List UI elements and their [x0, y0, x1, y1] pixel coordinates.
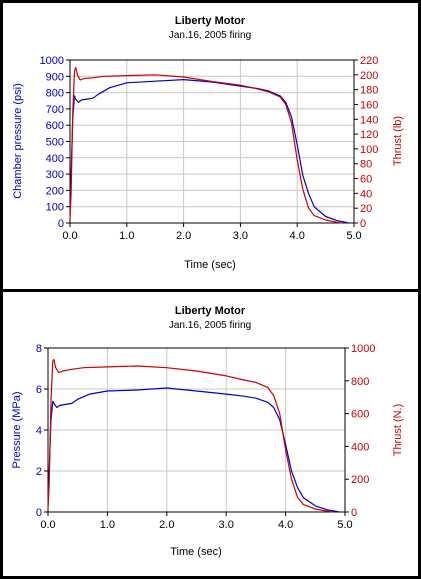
y-right-tick-label: 120	[360, 129, 378, 141]
chart-subtitle: Jan.16, 2005 firing	[169, 320, 251, 331]
y-left-tick-label: 500	[46, 137, 64, 149]
y-axis-right-label: Thrust (N.)	[392, 404, 404, 457]
x-axis-label: Time (sec)	[184, 259, 236, 271]
y-right-tick-label: 100	[360, 144, 378, 156]
x-tick-label: 4.0	[290, 230, 305, 242]
pressure-series-line	[47, 387, 340, 513]
y-right-tick-label: 180	[360, 85, 378, 97]
y-right-tick-label: 140	[360, 114, 378, 126]
y-right-tick-label: 40	[360, 188, 372, 200]
chart-top: Liberty Motor Jan.16, 2005 firing 0.0 1.0…	[12, 15, 404, 271]
y-right-tick-label: 80	[360, 159, 372, 171]
y-right-tick-label: 0	[351, 507, 357, 519]
y-left-tick-label: 100	[46, 202, 64, 214]
y-right-tick-label: 200	[351, 474, 369, 486]
chart-bottom: Liberty Motor Jan.16, 2005 firing 0.0 1.0…	[11, 305, 404, 558]
y-axis-left-label: Chamber pressure (psi)	[12, 83, 24, 199]
y-left-tick-label: 2	[36, 466, 42, 478]
y-left-tick-label: 4	[36, 425, 42, 437]
x-tick-label: 2.0	[176, 230, 191, 242]
y-right-tick-label: 220	[360, 55, 378, 67]
y-left-tick-label: 900	[46, 71, 64, 83]
y-left-tick-label: 0	[58, 218, 64, 230]
y-right-tick-label: 200	[360, 70, 378, 82]
y-left-tick-label: 600	[46, 120, 64, 132]
y-axis-left-label: Pressure (MPa)	[11, 391, 23, 468]
chart-panel-bottom: Liberty Motor Jan.16, 2005 firing 0.0 1.0…	[3, 292, 418, 576]
x-tick-label: 4.0	[278, 519, 293, 531]
y-right-tick-label: 0	[360, 218, 366, 230]
y-right-tick-label: 60	[360, 174, 372, 186]
y-right-tick-label: 20	[360, 203, 372, 215]
x-tick-label: 1.0	[119, 230, 134, 242]
x-tick-label: 5.0	[337, 519, 352, 531]
x-tick-label: 3.0	[233, 230, 248, 242]
thrust-series-line	[47, 358, 334, 513]
y-left-tick-label: 200	[46, 185, 64, 197]
thrust-series-line	[69, 66, 343, 224]
x-tick-label: 3.0	[219, 519, 234, 531]
y-left-tick-label: 400	[46, 153, 64, 165]
y-right-tick-label: 600	[351, 409, 369, 421]
y-left-tick-label: 0	[36, 507, 42, 519]
y-left-tick-label: 8	[36, 343, 42, 355]
y-right-tick-label: 800	[351, 376, 369, 388]
chart-panel-top: Liberty Motor Jan.16, 2005 firing 0.0 1.0…	[3, 3, 418, 289]
y-right-tick-label: 1000	[351, 343, 375, 355]
y-right-tick-label: 160	[360, 99, 378, 111]
chart-title: Liberty Motor	[175, 15, 246, 27]
x-tick-label: 5.0	[346, 230, 361, 242]
y-left-tick-label: 700	[46, 104, 64, 116]
chart-subtitle: Jan.16, 2005 firing	[169, 30, 251, 41]
chart-title: Liberty Motor	[175, 305, 246, 317]
y-axis-right-label: Thrust (lb)	[392, 116, 404, 166]
y-left-tick-label: 1000	[40, 55, 64, 67]
y-left-tick-label: 6	[36, 384, 42, 396]
x-tick-label: 2.0	[159, 519, 174, 531]
y-left-tick-label: 800	[46, 88, 64, 100]
y-left-tick-label: 300	[46, 169, 64, 181]
x-tick-label: 1.0	[100, 519, 115, 531]
x-tick-label: 0.0	[62, 230, 77, 242]
y-right-tick-label: 400	[351, 441, 369, 453]
x-tick-label: 0.0	[40, 519, 55, 531]
x-axis-label: Time (sec)	[170, 546, 222, 558]
